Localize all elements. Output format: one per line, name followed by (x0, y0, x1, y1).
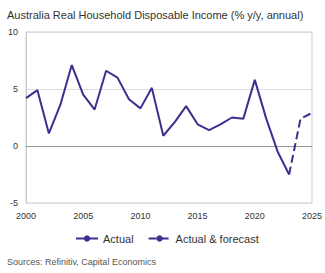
svg-text:2025: 2025 (302, 211, 322, 221)
svg-text:Australia Real Household Dispo: Australia Real Household Disposable Inco… (7, 9, 303, 21)
svg-text:Actual: Actual (103, 233, 134, 245)
svg-text:10: 10 (8, 27, 18, 37)
svg-text:2010: 2010 (130, 211, 150, 221)
svg-text:Actual & forecast: Actual & forecast (176, 233, 259, 245)
svg-text:0: 0 (13, 141, 18, 151)
svg-text:2015: 2015 (188, 211, 208, 221)
svg-text:2000: 2000 (16, 211, 36, 221)
svg-text:-5: -5 (10, 198, 18, 208)
svg-text:2005: 2005 (73, 211, 93, 221)
svg-text:2020: 2020 (245, 211, 265, 221)
svg-text:5: 5 (13, 84, 18, 94)
svg-text:Sources: Refinitiv, Capital Ec: Sources: Refinitiv, Capital Economics (7, 257, 156, 267)
